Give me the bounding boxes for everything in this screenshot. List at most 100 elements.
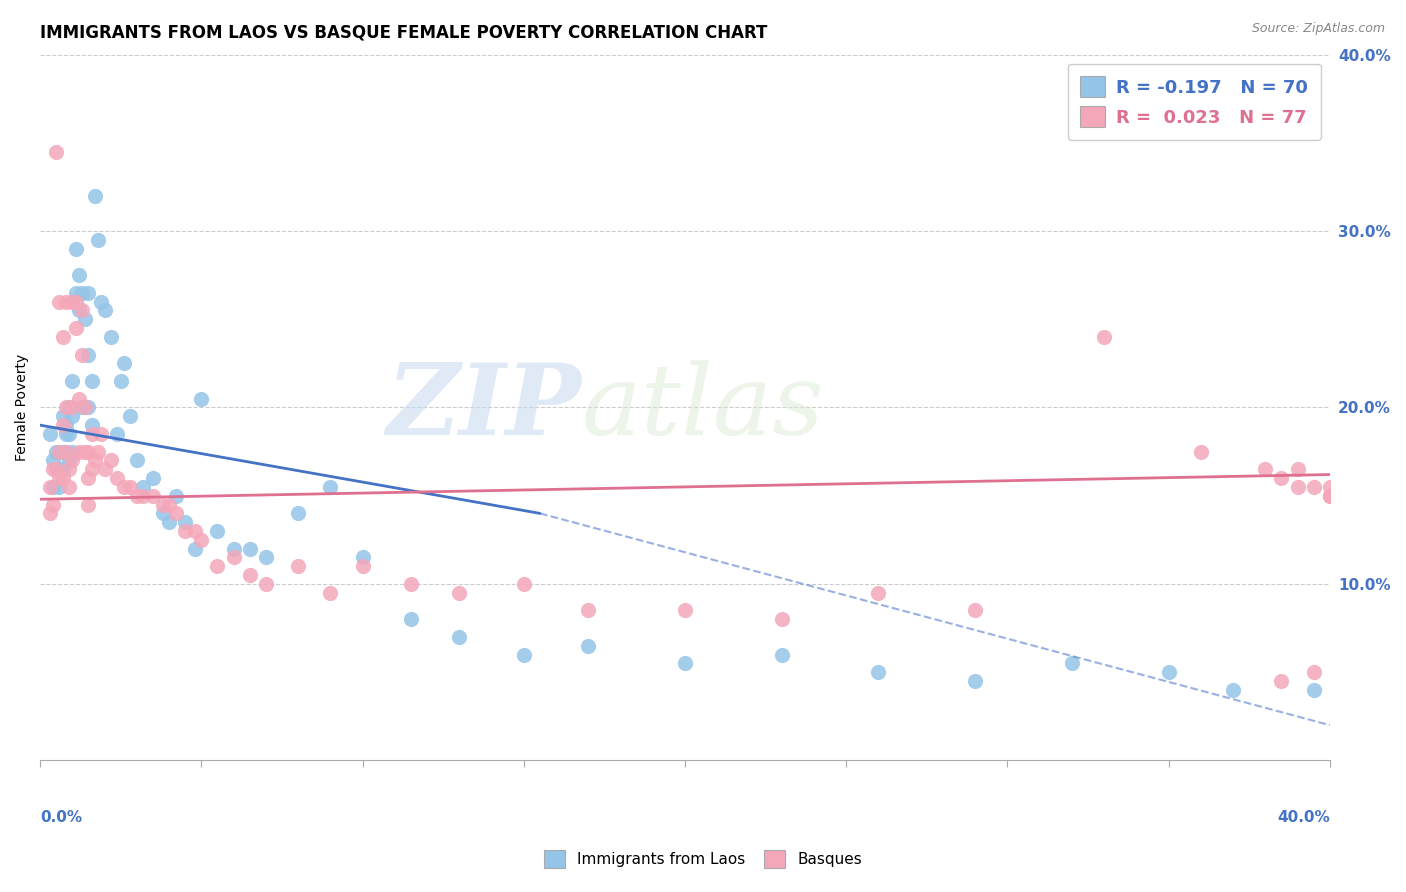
- Point: [112, 356, 135, 370]
- Point: [55, 401, 77, 415]
- Point: [352, 559, 374, 574]
- Point: [132, 489, 155, 503]
- Point: [112, 480, 135, 494]
- Point: [67, 392, 90, 406]
- Point: [352, 550, 374, 565]
- Point: [65, 294, 87, 309]
- Point: [55, 418, 77, 433]
- Point: [67, 268, 90, 282]
- Point: [65, 321, 87, 335]
- Point: [576, 603, 599, 617]
- Point: [1157, 665, 1180, 680]
- Point: [110, 374, 132, 388]
- Point: [67, 303, 90, 318]
- Point: [42, 480, 65, 494]
- Point: [65, 242, 87, 256]
- Point: [1189, 444, 1212, 458]
- Point: [1302, 480, 1324, 494]
- Point: [48, 462, 70, 476]
- Text: IMMIGRANTS FROM LAOS VS BASQUE FEMALE POVERTY CORRELATION CHART: IMMIGRANTS FROM LAOS VS BASQUE FEMALE PO…: [41, 24, 768, 42]
- Point: [84, 453, 107, 467]
- Point: [52, 418, 75, 433]
- Point: [1092, 330, 1115, 344]
- Legend: Immigrants from Laos, Basques: Immigrants from Laos, Basques: [531, 838, 875, 880]
- Point: [80, 427, 103, 442]
- Point: [513, 648, 536, 662]
- Point: [77, 444, 100, 458]
- Point: [1254, 462, 1277, 476]
- Point: [52, 444, 75, 458]
- Point: [1319, 480, 1341, 494]
- Point: [48, 471, 70, 485]
- Point: [45, 462, 67, 476]
- Point: [165, 489, 187, 503]
- Point: [52, 462, 75, 476]
- Point: [77, 347, 100, 361]
- Point: [55, 444, 77, 458]
- Point: [58, 401, 80, 415]
- Point: [319, 480, 342, 494]
- Point: [673, 657, 696, 671]
- Point: [120, 480, 142, 494]
- Point: [287, 507, 309, 521]
- Point: [75, 401, 97, 415]
- Point: [673, 603, 696, 617]
- Point: [107, 427, 129, 442]
- Point: [152, 498, 174, 512]
- Point: [287, 559, 309, 574]
- Point: [100, 453, 122, 467]
- Point: [125, 489, 148, 503]
- Point: [58, 462, 80, 476]
- Point: [77, 498, 100, 512]
- Point: [55, 427, 77, 442]
- Point: [1302, 682, 1324, 697]
- Point: [60, 409, 83, 424]
- Point: [449, 586, 471, 600]
- Point: [67, 444, 90, 458]
- Point: [100, 330, 122, 344]
- Point: [75, 401, 97, 415]
- Point: [60, 401, 83, 415]
- Point: [142, 489, 165, 503]
- Point: [60, 453, 83, 467]
- Point: [42, 453, 65, 467]
- Point: [1286, 480, 1309, 494]
- Point: [90, 294, 112, 309]
- Point: [45, 145, 67, 159]
- Y-axis label: Female Poverty: Female Poverty: [15, 354, 30, 461]
- Point: [55, 294, 77, 309]
- Point: [60, 444, 83, 458]
- Point: [107, 471, 129, 485]
- Point: [165, 507, 187, 521]
- Point: [449, 630, 471, 644]
- Point: [1286, 462, 1309, 476]
- Point: [174, 515, 197, 529]
- Point: [70, 401, 93, 415]
- Point: [87, 233, 110, 247]
- Point: [77, 401, 100, 415]
- Point: [1270, 673, 1292, 688]
- Point: [1060, 657, 1083, 671]
- Point: [1302, 665, 1324, 680]
- Point: [152, 507, 174, 521]
- Point: [965, 603, 987, 617]
- Point: [1319, 489, 1341, 503]
- Point: [42, 462, 65, 476]
- Point: [80, 418, 103, 433]
- Point: [184, 524, 207, 538]
- Point: [80, 462, 103, 476]
- Point: [80, 374, 103, 388]
- Point: [38, 480, 60, 494]
- Point: [1270, 471, 1292, 485]
- Point: [222, 541, 245, 556]
- Point: [1222, 682, 1244, 697]
- Text: Source: ZipAtlas.com: Source: ZipAtlas.com: [1251, 22, 1385, 36]
- Point: [84, 188, 107, 202]
- Point: [87, 444, 110, 458]
- Point: [190, 392, 212, 406]
- Point: [58, 480, 80, 494]
- Point: [184, 541, 207, 556]
- Point: [52, 330, 75, 344]
- Point: [319, 586, 342, 600]
- Point: [576, 639, 599, 653]
